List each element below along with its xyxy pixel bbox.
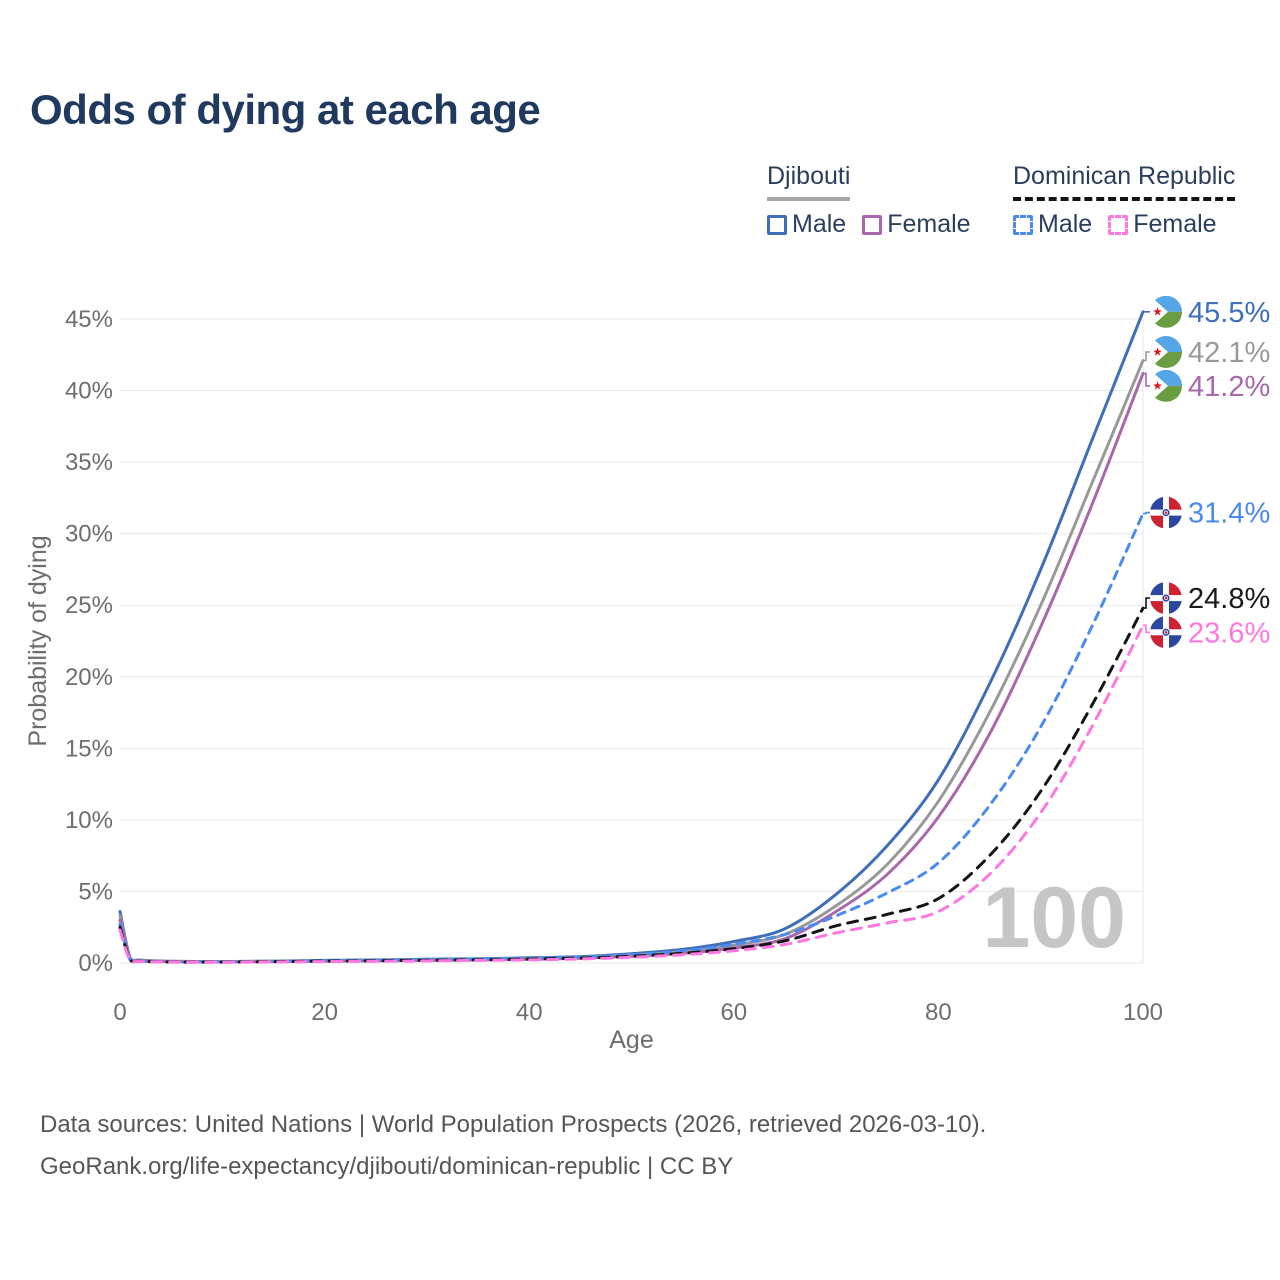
legend-row-djibouti: Male Female: [767, 210, 971, 239]
x-tick-label: 20: [311, 999, 338, 1026]
dominican-male-swatch-icon: [1013, 214, 1033, 235]
y-tick-label: 40%: [65, 378, 113, 405]
series-end-value-label: 42.1%: [1188, 337, 1270, 369]
y-tick-label: 30%: [65, 521, 113, 548]
end-label-leader: [1143, 511, 1150, 515]
legend-item-label: Female: [887, 210, 971, 238]
x-tick-label: 80: [925, 999, 952, 1026]
series-end-value-label: 31.4%: [1188, 498, 1270, 530]
dominican-female-swatch-icon: [1108, 214, 1129, 235]
legend-country-dominican-republic: Dominican Republic: [1013, 162, 1236, 201]
x-tick-label: 40: [516, 999, 543, 1026]
age-watermark: 100: [983, 870, 1127, 966]
x-axis-label: Age: [609, 1026, 653, 1054]
legend-item-label: Male: [792, 210, 847, 238]
x-tick-label: 100: [1123, 999, 1163, 1026]
y-tick-label: 10%: [65, 807, 113, 834]
y-tick-label: 5%: [78, 878, 113, 905]
y-tick-label: 35%: [65, 449, 113, 476]
djibouti-female-swatch-icon: [862, 214, 883, 235]
legend-group-dominican-republic: Dominican Republic Male Female: [1013, 162, 1236, 239]
series-line-dominican-republic-female[interactable]: [118, 623, 1145, 964]
djibouti-flag-icon: [1149, 335, 1182, 369]
dominican-republic-flag-icon: [1150, 616, 1182, 648]
x-tick-label: 60: [720, 999, 747, 1026]
legend-country-djibouti: Djibouti: [767, 162, 851, 201]
y-tick-label: 15%: [65, 735, 113, 762]
footer-attribution: GeoRank.org/life-expectancy/djibouti/dom…: [40, 1153, 734, 1180]
legend-item-label: Male: [1038, 210, 1093, 238]
legend-row-dominican-republic: Male Female: [1013, 210, 1235, 239]
dominican-republic-flag-icon: [1150, 497, 1182, 529]
end-label-leader: [1143, 597, 1150, 609]
x-tick-label: 0: [113, 999, 126, 1026]
legend-item-dominican-male[interactable]: Male: [1013, 210, 1092, 239]
legend-item-djibouti-male[interactable]: Male: [767, 210, 846, 239]
djibouti-flag-icon: [1149, 295, 1182, 329]
dominican-republic-flag-icon: [1150, 582, 1182, 614]
series-end-value-label: 41.2%: [1188, 371, 1270, 403]
series-end-value-label: 45.5%: [1188, 297, 1270, 329]
page-title: Odds of dying at each age: [30, 86, 541, 133]
djibouti-male-swatch-icon: [767, 214, 787, 235]
end-label-leader: [1143, 351, 1150, 362]
footer-sources: Data sources: United Nations | World Pop…: [40, 1111, 987, 1138]
series-end-value-label: 24.8%: [1188, 583, 1270, 615]
y-tick-label: 25%: [65, 592, 113, 619]
y-tick-label: 0%: [78, 950, 113, 977]
legend-item-djibouti-female[interactable]: Female: [862, 210, 971, 239]
y-tick-label: 45%: [65, 306, 113, 333]
series-line-djibouti-male[interactable]: [118, 310, 1145, 964]
legend-item-label: Female: [1133, 210, 1217, 238]
y-tick-label: 20%: [65, 664, 113, 691]
djibouti-flag-icon: [1149, 369, 1182, 403]
end-label-leader: [1143, 624, 1150, 634]
legend-group-djibouti: Djibouti Male Female: [767, 162, 971, 239]
chart-footer: Data sources: United Nations | World Pop…: [40, 1104, 986, 1188]
legend-item-dominican-female[interactable]: Female: [1108, 210, 1217, 239]
series-end-value-label: 23.6%: [1188, 617, 1270, 649]
y-axis-label: Probability of dying: [24, 535, 52, 746]
end-label-leader: [1143, 372, 1150, 387]
